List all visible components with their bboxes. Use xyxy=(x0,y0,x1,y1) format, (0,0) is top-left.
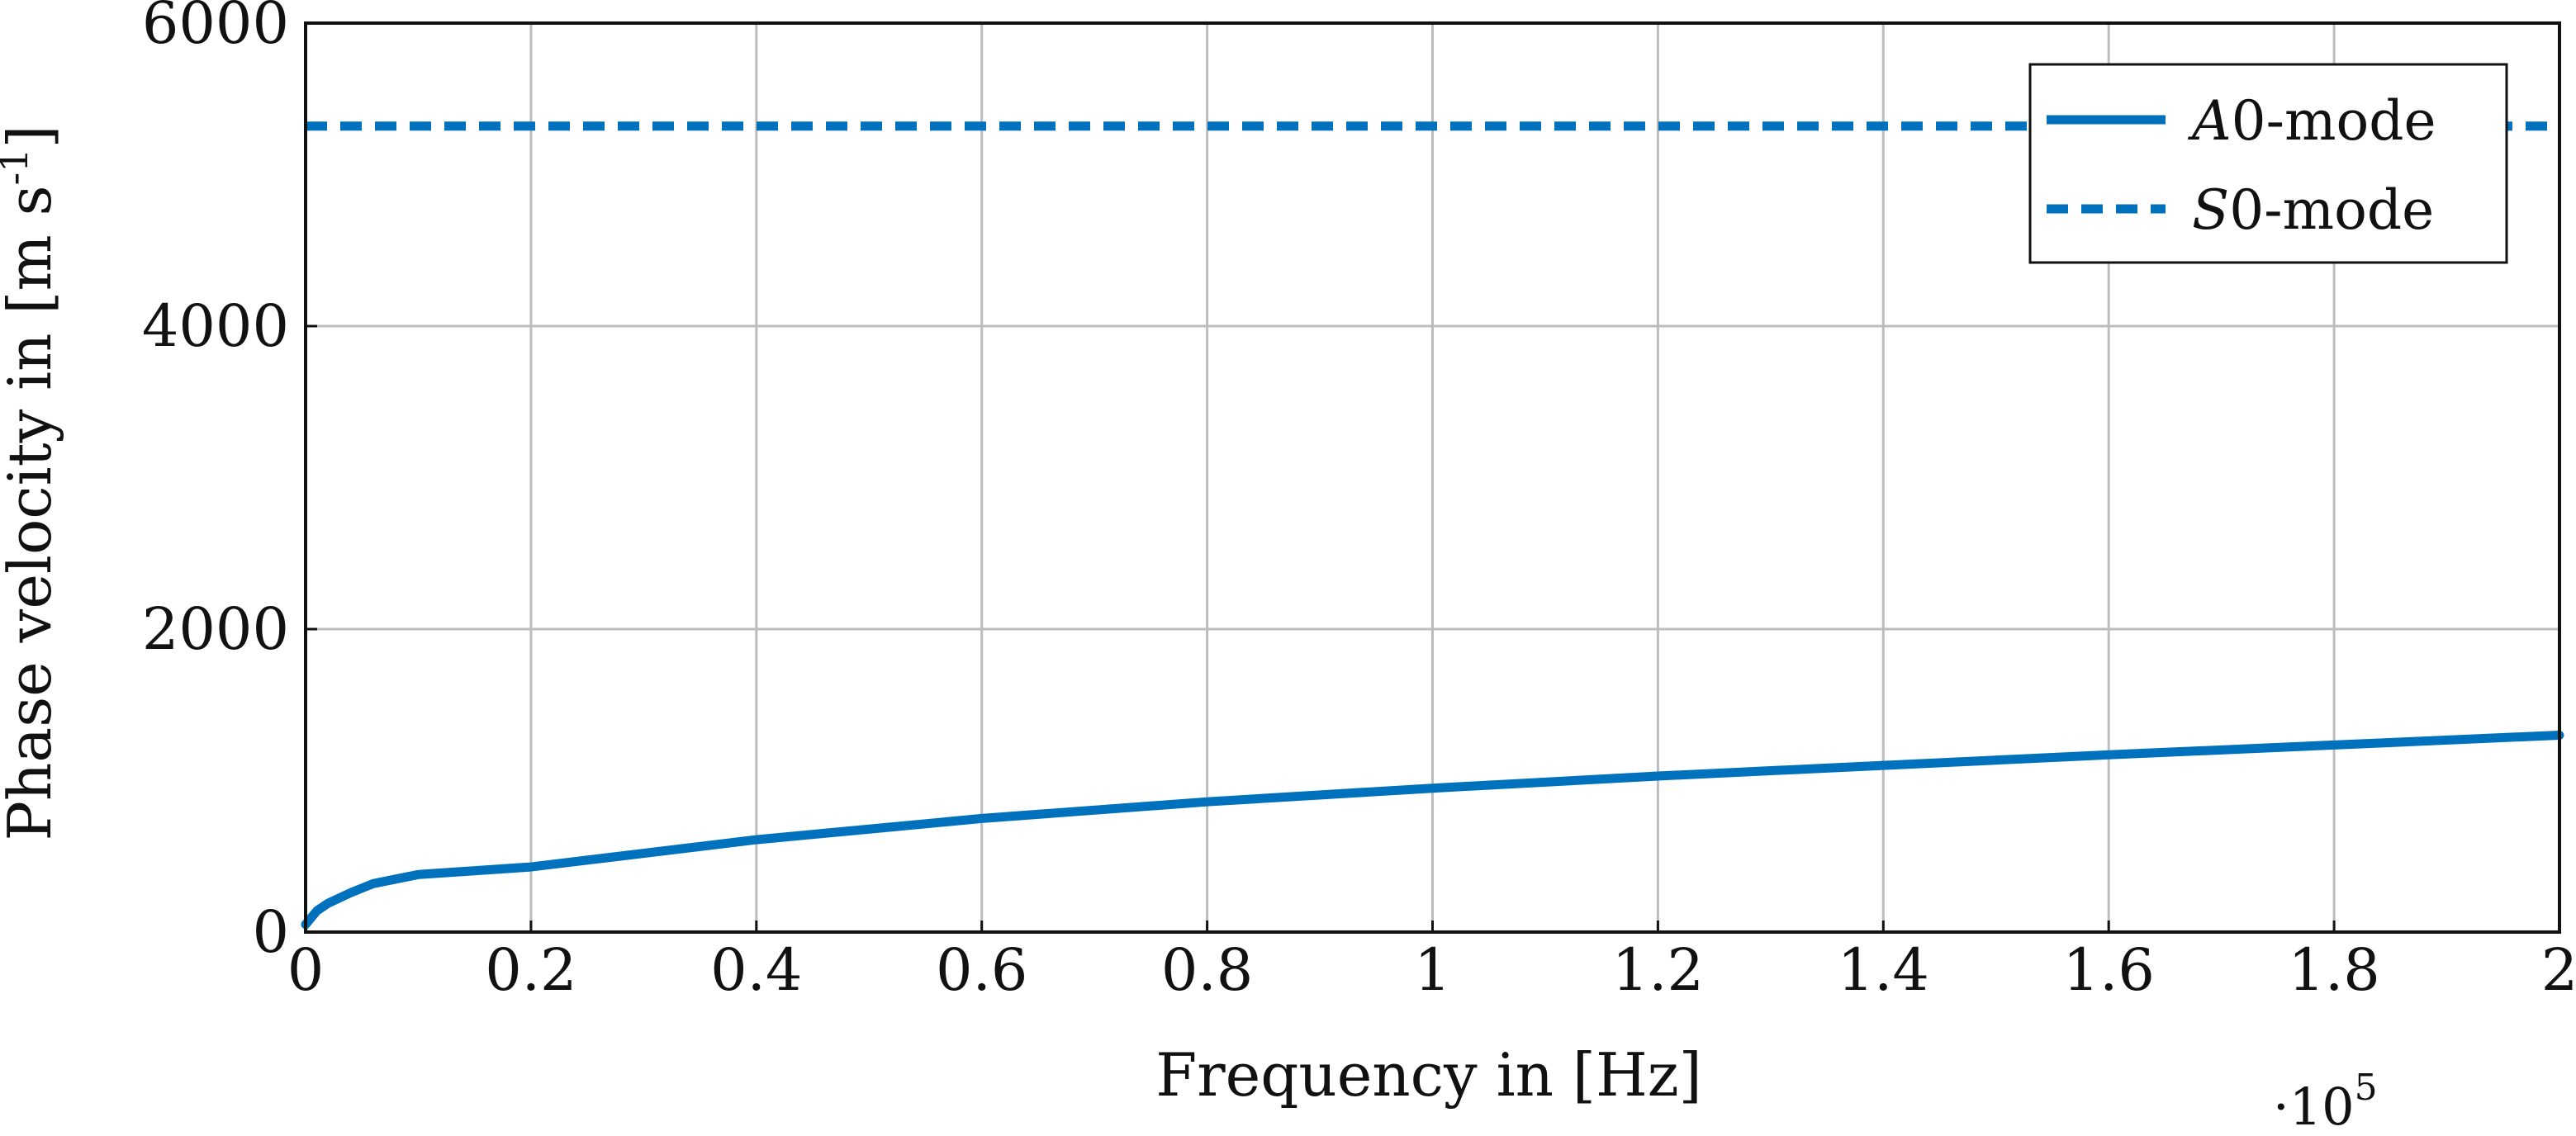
legend-label-a0-mode: A0-mode xyxy=(2187,89,2436,153)
x-tick-label: 0.4 xyxy=(710,936,802,1004)
legend: A0-mode S0-mode xyxy=(2028,63,2508,264)
series-line-a0-mode xyxy=(301,731,2564,930)
y-axis-title-close: ] xyxy=(0,125,64,148)
x-tick-label: 0.6 xyxy=(936,936,1027,1004)
x-tick-label: 1.6 xyxy=(2063,936,2155,1004)
y-axis-title-main: Phase velocity in [m s xyxy=(0,185,64,840)
y-axis-title: Phase velocity in [m s-1] xyxy=(0,125,64,840)
tick-labels: 0 0.2 0.4 0.6 0.8 1 1.2 1.4 1.6 1.8 2 0 2000 4000 6000 xyxy=(142,0,2576,1004)
x-tick-label: 1.8 xyxy=(2288,936,2379,1004)
y-tick-label: 2000 xyxy=(142,595,289,663)
x-axis-multiplier-exponent: 5 xyxy=(2355,1067,2378,1109)
x-tick-label: 0.8 xyxy=(1161,936,1253,1004)
x-tick-label: 0.2 xyxy=(485,936,576,1004)
x-axis-title: Frequency in [Hz] xyxy=(1155,1040,1702,1110)
y-tick-label: 4000 xyxy=(142,292,289,360)
x-tick-label: 0 xyxy=(287,936,325,1004)
x-tick-label: 2 xyxy=(2541,936,2576,1004)
x-tick-label: 1 xyxy=(1414,936,1451,1004)
y-tick-label: 6000 xyxy=(142,0,289,57)
legend-box xyxy=(2028,63,2508,264)
y-tick-label: 0 xyxy=(252,898,289,966)
x-tick-label: 1.2 xyxy=(1612,936,1704,1004)
x-tick-label: 1.4 xyxy=(1838,936,1929,1004)
y-axis-title-superscript: -1 xyxy=(0,149,36,186)
x-axis-multiplier-base: ·10 xyxy=(2273,1077,2355,1136)
legend-label-s0-mode: S0-mode xyxy=(2192,178,2434,242)
x-axis-multiplier: ·105 xyxy=(2273,1067,2378,1136)
